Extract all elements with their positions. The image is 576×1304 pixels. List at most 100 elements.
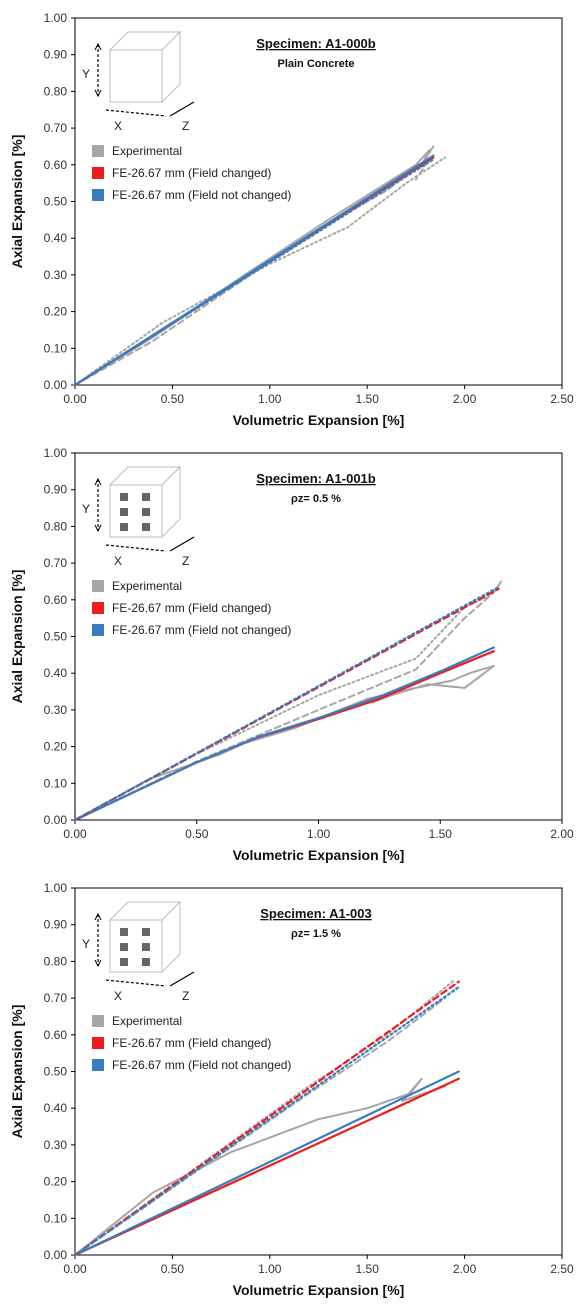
arrow-down-icon	[94, 959, 102, 968]
legend-label: FE-26.67 mm (Field not changed)	[112, 1058, 291, 1072]
y-tick-label: 0.10	[44, 1211, 68, 1225]
rebar-end-icon	[120, 523, 128, 531]
y-tick-label: 0.00	[44, 1248, 68, 1262]
rebar-end-icon	[142, 508, 150, 516]
x-tick-label: 1.50	[356, 392, 380, 406]
y-tick-label: 0.80	[44, 954, 68, 968]
specimen-cube-diagram: Y X Z	[82, 900, 195, 1003]
rebar-end-icon	[142, 523, 150, 531]
rebar-end-icon	[120, 508, 128, 516]
arrow-up-icon	[94, 477, 102, 486]
chart-subtitle: ρz= 1.5 %	[291, 928, 341, 940]
y-tick-label: 1.00	[44, 881, 68, 895]
z-direction-arrow	[169, 536, 195, 552]
x-axis-label: Volumetric Expansion [%]	[233, 847, 405, 863]
legend-label: FE-26.67 mm (Field changed)	[112, 166, 271, 180]
x-tick-label: 0.50	[185, 827, 209, 841]
y-tick-label: 0.10	[44, 341, 68, 355]
cube-side-face	[161, 900, 181, 974]
cube-front-face	[109, 49, 163, 103]
cube-side-face	[161, 465, 181, 539]
z-direction-arrow	[169, 101, 195, 117]
y-tick-label: 0.20	[44, 740, 68, 754]
x-tick-label: 2.00	[453, 1262, 477, 1276]
y-tick-label: 0.50	[44, 195, 68, 209]
chart-legend: Experimental FE-26.67 mm (Field changed) F…	[92, 144, 291, 202]
y-tick-label: 0.20	[44, 305, 68, 319]
cube-y-label: Y	[82, 67, 90, 81]
chart-subtitle: Plain Concrete	[277, 58, 354, 70]
chart-2-svg: 0.00 0.10 0.20 0.30 0.40 0.50 0.60 0.70 0.80 0.90…	[9, 446, 574, 863]
y-tick-label: 0.10	[44, 776, 68, 790]
x-tick-label: 1.00	[258, 392, 282, 406]
series-line-fe-26-67-mm-field-not-changed-	[73, 646, 495, 822]
legend-swatch	[92, 1015, 104, 1027]
specimen-cube-diagram: Y X Z	[82, 30, 195, 133]
y-tick-label: 0.70	[44, 991, 68, 1005]
rebar-end-icon	[142, 943, 150, 951]
legend-label: Experimental	[112, 1014, 182, 1028]
chart-title: Specimen: A1-003	[260, 906, 372, 921]
rebar-end-icon	[142, 928, 150, 936]
chart-title: Specimen: A1-001b	[256, 471, 376, 486]
x-tick-label: 2.00	[453, 392, 477, 406]
series-line-fe-26-67-mm-field-not-changed-	[73, 985, 460, 1257]
series-line-fe-26-67-mm-field-not-changed-	[73, 585, 500, 822]
x-direction-arrow	[105, 544, 167, 552]
cube-front-face	[109, 484, 163, 538]
legend-swatch	[92, 167, 104, 179]
chart-title: Specimen: A1-000b	[256, 36, 376, 51]
arrow-down-icon	[94, 89, 102, 98]
x-direction-arrow	[105, 979, 167, 987]
x-tick-label: 0.00	[63, 827, 87, 841]
cube-x-label: X	[114, 554, 122, 568]
cube-front-face	[109, 919, 163, 973]
chart-1-svg: 0.00 0.10 0.20 0.30 0.40 0.50 0.60 0.70 0.80 0.90…	[9, 11, 574, 428]
y-tick-label: 0.80	[44, 519, 68, 533]
z-direction-arrow	[169, 971, 195, 987]
x-axis-label: Volumetric Expansion [%]	[233, 1282, 405, 1298]
y-tick-label: 0.80	[44, 84, 68, 98]
y-tick-label: 0.70	[44, 556, 68, 570]
legend-label: FE-26.67 mm (Field not changed)	[112, 188, 291, 202]
cube-y-label: Y	[82, 937, 90, 951]
series-line-fe-26-67-mm-field-changed-	[73, 980, 460, 1257]
y-axis-label: Axial Expansion [%]	[9, 135, 25, 269]
legend-swatch	[92, 1059, 104, 1071]
legend-label: FE-26.67 mm (Field changed)	[112, 1036, 271, 1050]
cube-x-label: X	[114, 989, 122, 1003]
y-axis-label: Axial Expansion [%]	[9, 570, 25, 704]
chart-panel-1: 0.00 0.10 0.20 0.30 0.40 0.50 0.60 0.70 0.80 0.90…	[0, 0, 576, 434]
y-tick-label: 0.60	[44, 1028, 68, 1042]
y-tick-label: 0.40	[44, 1101, 68, 1115]
chart-legend: Experimental FE-26.67 mm (Field changed) F…	[92, 1014, 291, 1072]
y-tick-label: 0.60	[44, 158, 68, 172]
rebar-end-icon	[142, 958, 150, 966]
x-tick-label: 1.00	[258, 1262, 282, 1276]
x-tick-label: 2.50	[550, 1262, 574, 1276]
y-tick-label: 0.70	[44, 121, 68, 135]
rebar-end-icon	[120, 493, 128, 501]
x-axis-label: Volumetric Expansion [%]	[233, 412, 405, 428]
y-tick-label: 0.00	[44, 378, 68, 392]
rebar-end-icon	[142, 493, 150, 501]
y-axis-label: Axial Expansion [%]	[9, 1005, 25, 1139]
arrow-up-icon	[94, 42, 102, 51]
y-tick-label: 0.30	[44, 1138, 68, 1152]
y-tick-label: 0.90	[44, 918, 68, 932]
cube-z-label: Z	[182, 119, 189, 133]
y-tick-label: 0.40	[44, 666, 68, 680]
series-line-experimental	[74, 145, 435, 386]
series-line-experimental	[74, 664, 495, 821]
cube-z-label: Z	[182, 554, 189, 568]
y-tick-label: 0.50	[44, 1065, 68, 1079]
chart-legend: Experimental FE-26.67 mm (Field changed) F…	[92, 579, 291, 637]
y-tick-label: 0.30	[44, 268, 68, 282]
legend-swatch	[92, 602, 104, 614]
x-tick-label: 1.00	[307, 827, 331, 841]
cube-side-face	[161, 30, 181, 104]
series-group	[73, 580, 503, 822]
x-tick-label: 2.50	[550, 392, 574, 406]
cube-z-label: Z	[182, 989, 189, 1003]
series-line-fe-26-67-mm-field-not-changed-	[73, 1070, 460, 1257]
